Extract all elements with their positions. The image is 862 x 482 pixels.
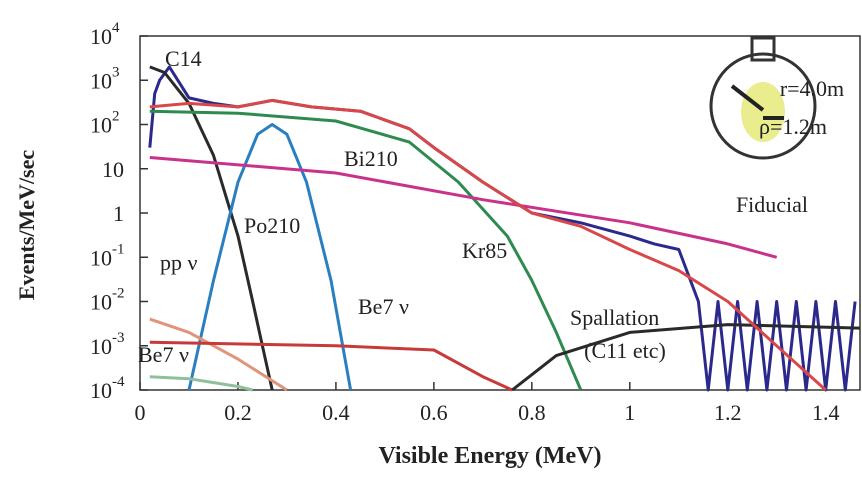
annotation: Fiducial [736,192,808,217]
x-tick-label: 0.4 [322,400,350,425]
x-tick-label: 0.8 [518,400,546,425]
x-tick-label: 0.2 [224,400,252,425]
y-tick-label: 10-2 [90,286,125,315]
series-label: pp ν [160,250,198,275]
series-label: Bi210 [344,146,398,171]
series-label: Spallation [570,305,659,330]
series-line [149,317,288,392]
x-tick-label: 0 [135,400,146,425]
series-line [149,156,778,259]
x-tick-label: 1.2 [714,400,742,425]
x-tick-label: 1.4 [812,400,840,425]
series-label: Kr85 [462,238,507,263]
y-tick-label: 1 [113,201,124,226]
series-line [149,98,827,392]
annotation: r=4.0m [780,76,844,101]
y-tick-label: 10-4 [90,374,125,403]
series-line [149,340,513,392]
y-axis-label: Events/MeV/sec [14,150,39,301]
y-tick-label: 102 [90,109,120,138]
series-line [187,123,353,391]
y-tick-label: 10 [102,157,124,182]
series-label: C14 [165,46,202,71]
y-tick-label: 10-3 [90,330,125,359]
y-tick-label: 10-1 [90,241,125,270]
x-tick-label: 0.6 [420,400,448,425]
fiducial-diagram [709,36,817,160]
x-axis-label: Visible Energy (MeV) [378,443,601,469]
series-line [149,109,583,391]
series-label: Be7 ν [138,342,189,367]
x-tick-label: 1 [624,400,635,425]
annotation: ρ=1.2m [759,114,827,139]
series-label: Po210 [244,213,300,238]
series-line [149,65,274,391]
series-line [149,375,254,392]
series-line [511,323,861,392]
y-tick-label: 104 [90,20,120,49]
y-tick-label: 103 [90,64,120,93]
series-label: Be7 ν [358,294,409,319]
